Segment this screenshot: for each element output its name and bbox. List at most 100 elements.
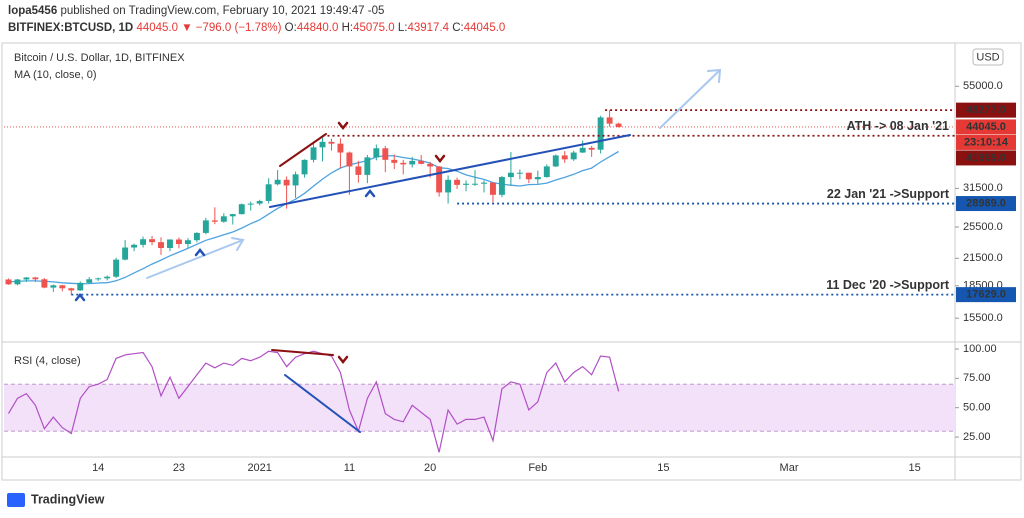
candle-body — [32, 277, 39, 280]
candle-body — [579, 147, 586, 153]
price-tag — [956, 196, 1016, 212]
y-tick-label: 100.00 — [963, 343, 997, 355]
candle-body — [427, 163, 434, 167]
ohlc-value: 44840.0 — [297, 22, 339, 34]
candle-body — [86, 279, 93, 283]
candle-body — [59, 285, 66, 289]
candle-body — [193, 232, 200, 241]
candle-body — [489, 182, 496, 195]
candle-body — [77, 282, 84, 291]
publish-line: lopa5456 published on TradingView.com, F… — [8, 5, 384, 17]
price-tag — [956, 119, 1016, 135]
candle-body — [14, 279, 21, 285]
candle-body — [561, 155, 568, 160]
candle-body — [113, 259, 120, 277]
quote-line: BITFINEX:BTCUSD, 1D 44045.0 ▼ −796.0 (−1… — [8, 22, 505, 34]
candle-body — [256, 200, 263, 204]
pivot-mark — [434, 154, 446, 164]
x-tick-label: Mar — [780, 462, 799, 474]
trendline — [279, 133, 327, 167]
pivot-mark — [74, 292, 86, 302]
candle-body — [337, 143, 344, 153]
published: published on TradingView.com, February 1… — [60, 5, 384, 17]
author: lopa5456 — [8, 5, 57, 17]
x-tick-label: 23 — [173, 462, 185, 474]
x-tick-label: 15 — [909, 462, 921, 474]
ohlc-value: 43917.4 — [407, 22, 449, 34]
candle-body — [346, 152, 353, 167]
pivot-mark — [337, 355, 349, 365]
candle-body — [211, 220, 218, 222]
candle-body — [507, 172, 514, 178]
arrow — [659, 69, 721, 129]
trendline — [269, 134, 631, 208]
x-tick-label: 20 — [424, 462, 436, 474]
candle-body — [50, 285, 57, 288]
legend-entry: MA (10, close, 0) — [14, 69, 97, 81]
candle-body — [355, 166, 362, 175]
candle-body — [382, 148, 389, 160]
candle-body — [158, 242, 164, 249]
price-tag-label: 44045.0 — [966, 121, 1006, 133]
countdown: 23:10:14 — [964, 136, 1009, 148]
candle-body — [481, 182, 487, 184]
price-tag-label: 41969.0 — [966, 152, 1006, 164]
y-tick-label: 25.00 — [963, 431, 991, 443]
candle-body — [167, 239, 173, 249]
candle-body — [247, 203, 254, 205]
candle-body — [202, 220, 209, 233]
price-tag-label: 48277.0 — [966, 104, 1006, 116]
candle-body — [229, 214, 236, 217]
candle-body — [292, 174, 299, 186]
candle-body — [463, 183, 470, 185]
currency-box[interactable] — [972, 48, 1004, 66]
candle-body — [319, 141, 326, 148]
candle-body — [454, 179, 461, 185]
ohlc-value: 45075.0 — [353, 22, 395, 34]
candle-body — [41, 279, 48, 288]
candle-body — [552, 155, 559, 167]
change: ▼ −796.0 (−1.78%) — [181, 22, 281, 34]
x-tick-label: 11 — [344, 462, 355, 474]
y-tick-label: 55000.0 — [963, 80, 1003, 92]
y-tick-label: 75.00 — [963, 372, 991, 384]
divergence-line — [271, 349, 334, 356]
price-tag — [956, 102, 1016, 118]
price-tag — [956, 150, 1016, 166]
x-tick-label: 14 — [92, 462, 104, 474]
candle-body — [175, 239, 182, 245]
ohlc-key: H: — [342, 22, 354, 34]
arrow — [146, 239, 244, 279]
ohlc-key: L: — [398, 22, 408, 34]
rsi-line — [7, 350, 620, 453]
y-tick-label: 15500.0 — [963, 312, 1003, 324]
candle-body — [570, 152, 577, 160]
candle-body — [328, 141, 335, 144]
pivot-mark — [194, 247, 206, 257]
candle-body — [122, 247, 129, 260]
candle-body — [364, 157, 371, 175]
arrow-head — [707, 68, 722, 83]
pivot-mark — [337, 121, 349, 131]
ohlc-value: 44045.0 — [464, 22, 506, 34]
drawings — [74, 68, 722, 433]
chart-title: Bitcoin / U.S. Dollar, 1D, BITFINEX — [14, 52, 185, 64]
candle-body — [95, 278, 102, 280]
last-price: 44045.0 — [136, 22, 178, 34]
y-tick-label: 31500.0 — [963, 182, 1003, 194]
candle-body — [238, 204, 245, 215]
arrow-head — [231, 237, 245, 251]
x-tick-label: Feb — [528, 462, 547, 474]
candle-body — [140, 239, 147, 245]
candle-body — [543, 166, 550, 178]
candle-body — [149, 239, 155, 243]
y-tick-label: 25500.0 — [963, 221, 1003, 233]
y-tick-label: 21500.0 — [963, 252, 1003, 264]
candle-body — [418, 160, 425, 164]
annotation: ATH -> 08 Jan '21 — [847, 119, 949, 133]
plot: 14 23 2021 11 20 Feb 15 Mar 1515500.018500.02150… — [4, 80, 1016, 474]
countdown-tag — [956, 134, 1016, 150]
candle-body — [525, 172, 532, 180]
